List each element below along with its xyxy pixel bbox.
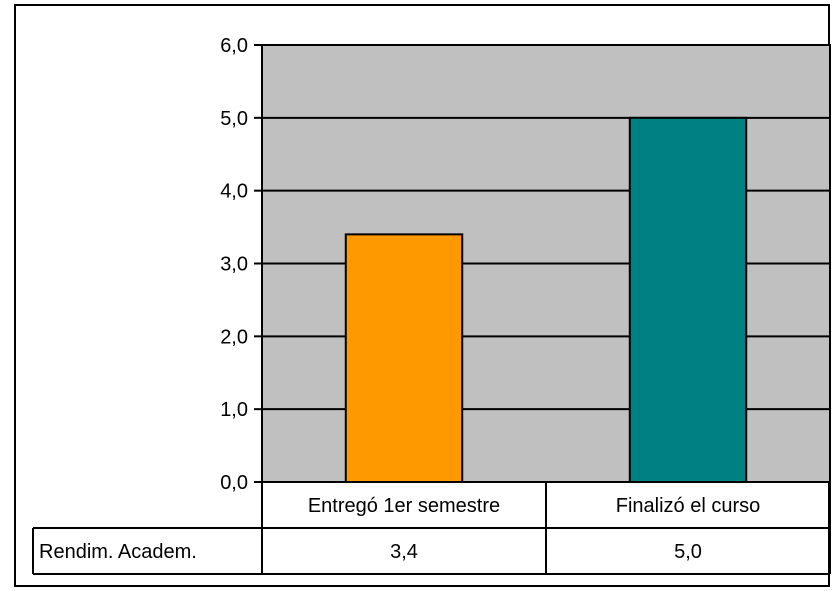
x-category-label: Entregó 1er semestre (308, 495, 500, 517)
y-tick-label: 0,0 (220, 472, 248, 494)
y-tick-label: 5,0 (220, 108, 248, 130)
bar (344, 233, 464, 483)
y-tick-label: 2,0 (220, 326, 248, 348)
data-label: 5,0 (674, 541, 702, 563)
y-tick-label: 1,0 (220, 399, 248, 421)
x-category-label: Finalizó el curso (616, 495, 761, 517)
data-table: Entregó 1er semestre 3,4 Finalizó el curso… (32, 481, 831, 575)
bars (344, 116, 748, 483)
y-tick-label: 4,0 (220, 181, 248, 203)
y-tick-label: 6,0 (220, 35, 248, 57)
series-name-label: Rendim. Academ. (39, 541, 197, 563)
y-axis: 0,0 1,0 2,0 3,0 4,0 5,0 6,0 (220, 35, 262, 494)
bar (628, 116, 748, 483)
y-tick-label: 3,0 (220, 254, 248, 276)
data-label: 3,4 (390, 541, 418, 563)
